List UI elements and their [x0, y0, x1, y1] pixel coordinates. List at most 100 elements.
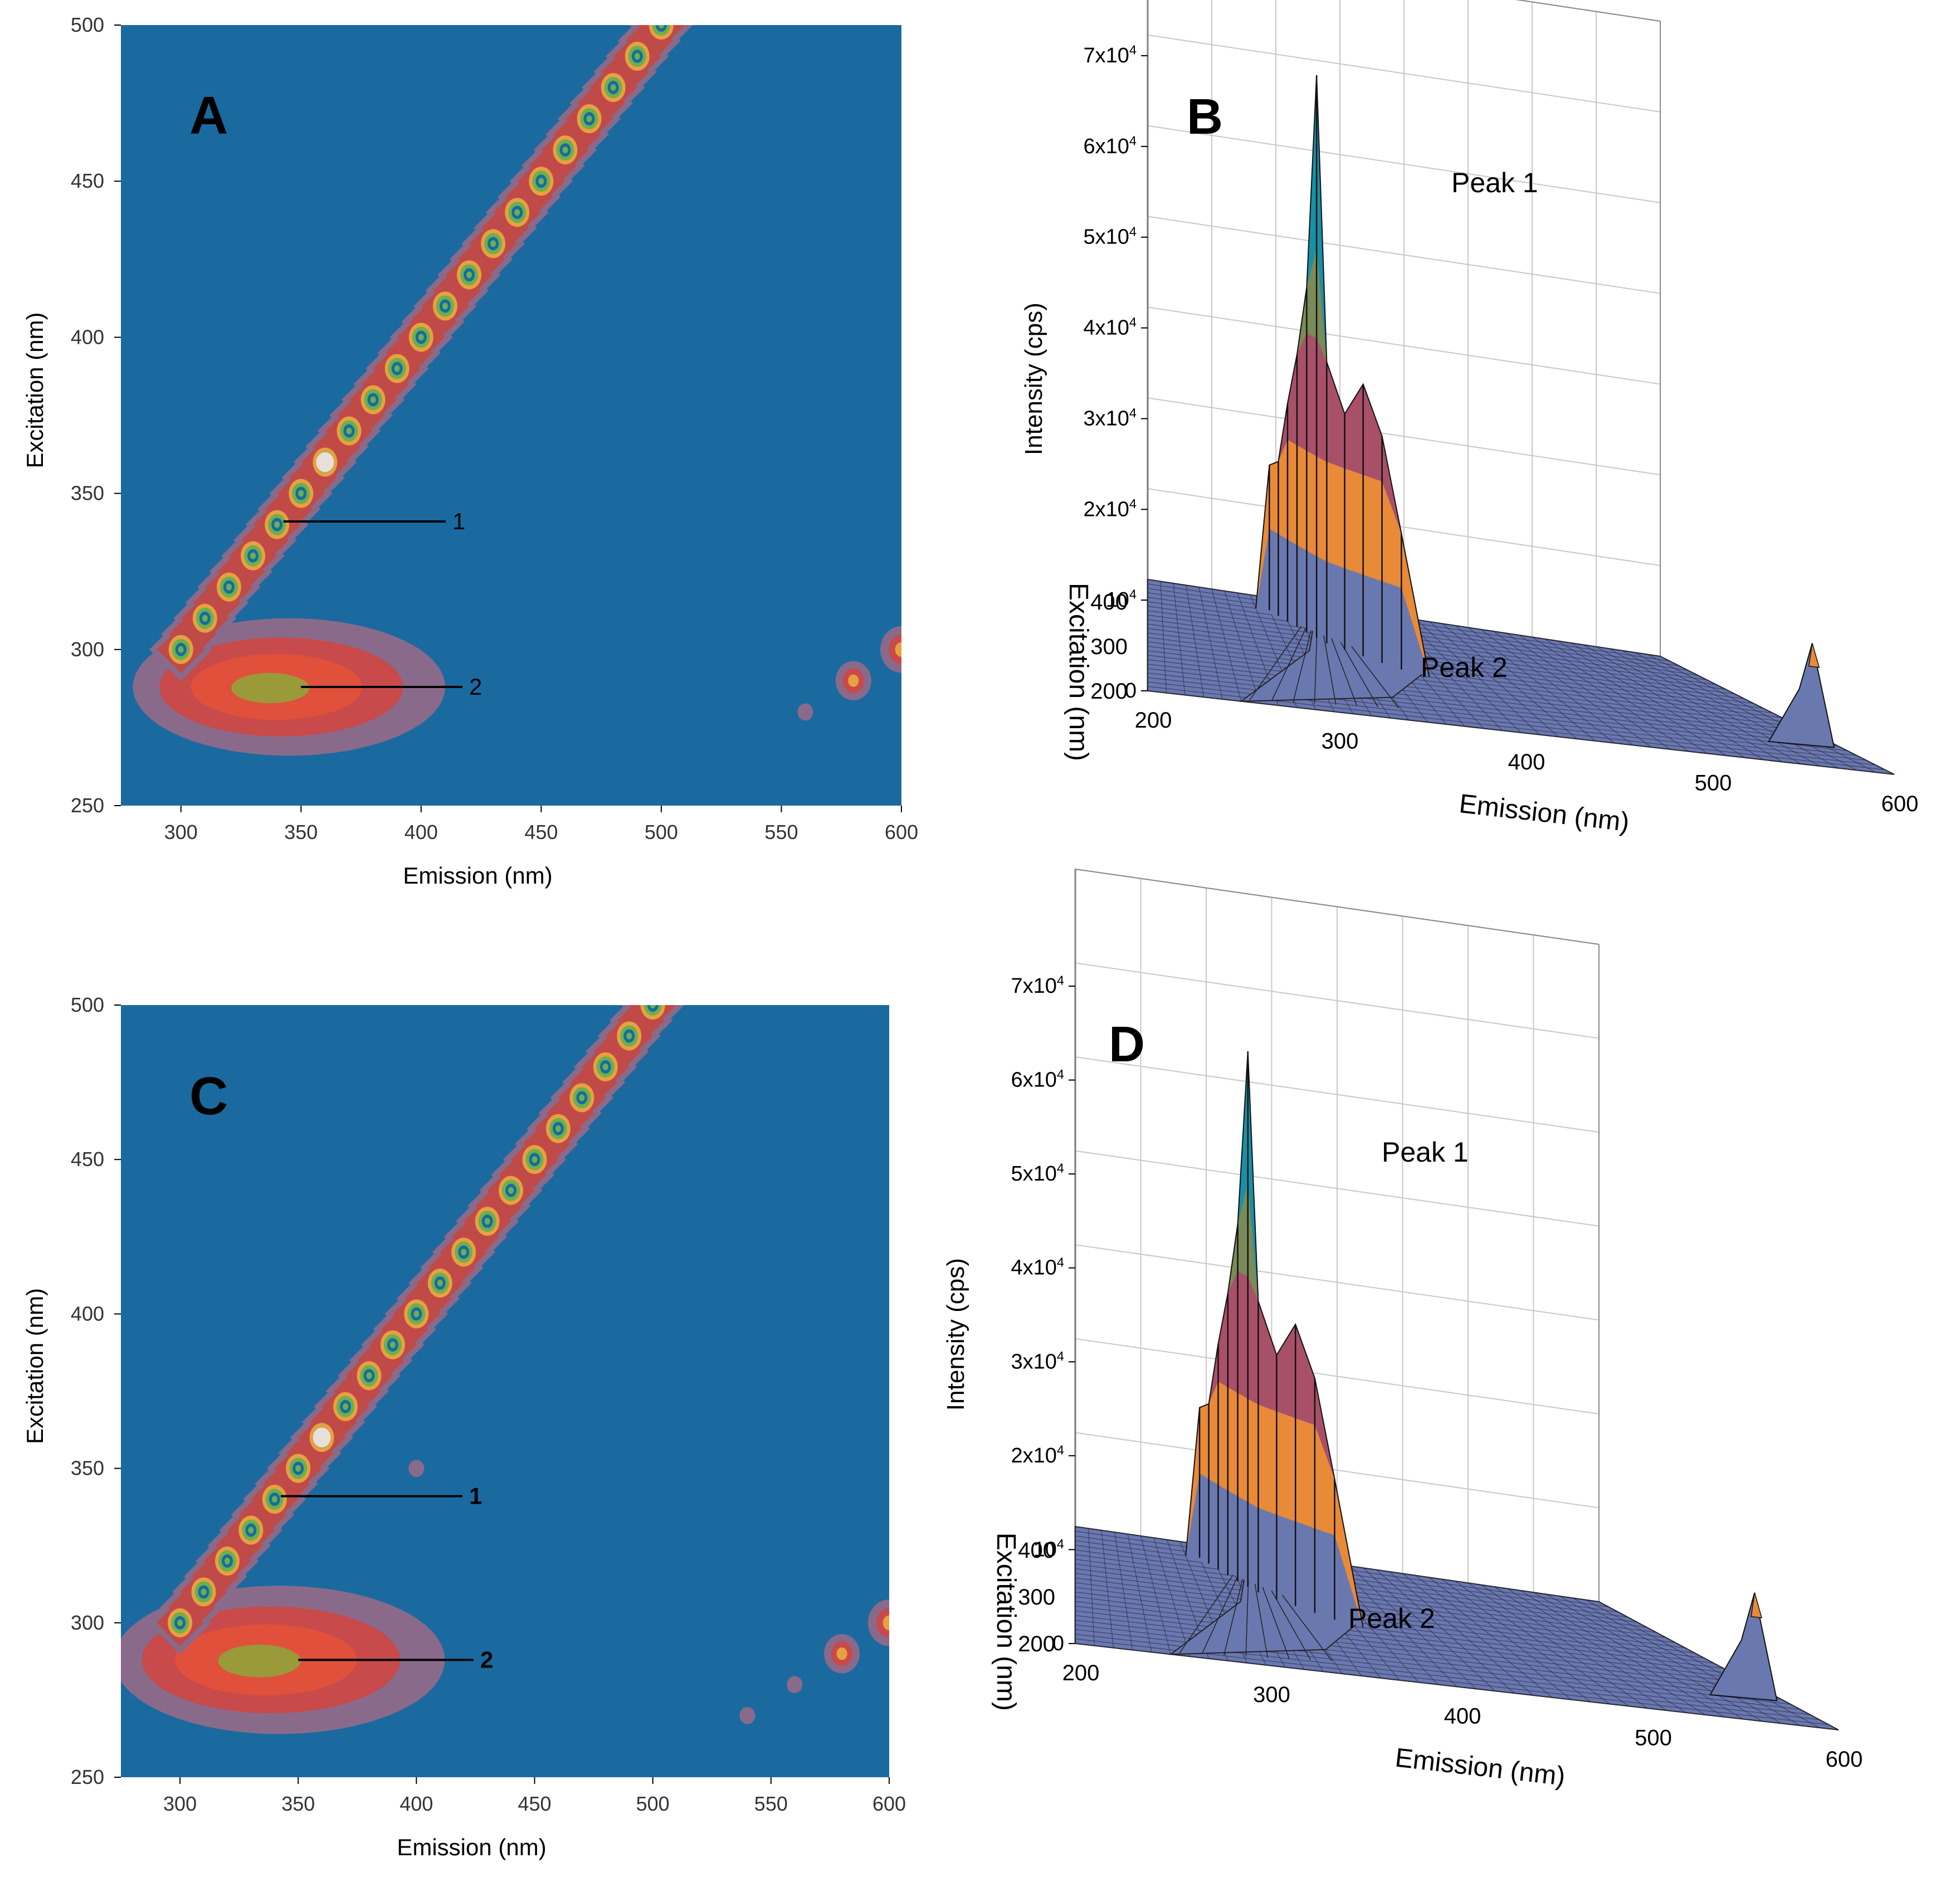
x-tick-label: 600 [1881, 792, 1919, 816]
mesh-line [1480, 629, 1634, 745]
mesh-line [1224, 591, 1260, 704]
ridge-core [508, 1187, 514, 1194]
mesh-line [1075, 1577, 1705, 1659]
ridge-max [316, 452, 334, 472]
x-tick-label: 500 [1635, 1725, 1672, 1750]
ridge-core [201, 1588, 207, 1596]
mesh-line [1147, 619, 1745, 699]
y-tick-label: 450 [71, 169, 104, 192]
x-tick-label: 450 [518, 1792, 551, 1815]
y-tick-label: 300 [71, 638, 104, 661]
mesh-line [1147, 628, 1763, 709]
mesh-line [1140, 1535, 1171, 1655]
mesh-line [1337, 1564, 1457, 1687]
x-tick-label: 300 [164, 821, 198, 843]
mesh-line [1075, 1606, 1762, 1689]
mesh-line [1660, 656, 1895, 775]
mesh-line [1075, 1559, 1666, 1638]
small-feature-core [836, 1647, 847, 1660]
panel-letter: C [189, 1066, 228, 1126]
z-tick-label: 4x104 [1011, 1255, 1064, 1279]
mesh-line [1467, 1582, 1648, 1709]
mesh-line [1455, 625, 1596, 742]
peak-label-1: 1 [469, 1483, 482, 1509]
mesh-line [1075, 1587, 1724, 1669]
x-tick-label: 400 [404, 821, 438, 843]
z-tick-label: 6x104 [1011, 1067, 1064, 1091]
x-tick-label: 350 [284, 821, 318, 843]
mesh-line [1350, 1566, 1476, 1689]
ridge-core [346, 427, 352, 435]
mesh-line [1075, 1592, 1733, 1674]
mesh-line [1506, 633, 1671, 750]
x-tick-label: 200 [1062, 1661, 1100, 1685]
y-tick-label: 300 [1018, 1585, 1055, 1610]
mesh-line [1389, 1571, 1534, 1696]
mesh-line [1075, 1545, 1637, 1623]
annotation-peak-1: Peak 1 [1382, 1137, 1469, 1168]
mesh-line [1075, 1573, 1695, 1654]
ridge-core [343, 1403, 349, 1410]
ridge-layer [1256, 528, 1430, 677]
mesh-line [1160, 581, 1167, 693]
mesh-line [1493, 631, 1652, 748]
mesh-line [1429, 621, 1559, 737]
mesh-line [1153, 1538, 1191, 1657]
mesh-line [1608, 648, 1820, 767]
y-tick-label: 300 [1090, 635, 1128, 659]
x-tick-label: 550 [754, 1792, 788, 1815]
ridge-core [178, 646, 184, 653]
y-tick-label: 200 [1018, 1632, 1055, 1656]
mesh-line [1147, 668, 1848, 752]
x-tick-label: 500 [636, 1792, 670, 1815]
mesh-line [1075, 1563, 1676, 1644]
ridge-core [271, 1496, 277, 1503]
y-axis-label: Excitation (nm) [991, 1533, 1021, 1711]
mesh-line [1494, 1586, 1686, 1713]
x-tick-label: 300 [163, 1792, 197, 1815]
mesh-line [1147, 637, 1782, 718]
ridge-core [538, 178, 544, 185]
x-tick-label: 500 [1695, 771, 1732, 796]
mesh-line [1147, 615, 1735, 695]
small-feature [787, 1676, 803, 1694]
ridge-core [226, 583, 232, 591]
mesh-line [1559, 1596, 1782, 1724]
panel-letter: B [1187, 89, 1223, 145]
ridge-core [295, 1465, 301, 1472]
x-tick-label: 600 [872, 1792, 906, 1815]
ridge-core [248, 1527, 254, 1534]
mesh-line [1147, 664, 1839, 747]
ridge-core [202, 615, 208, 622]
mesh-line [1147, 641, 1792, 723]
mesh-line [1147, 650, 1810, 733]
z-tick-label: 104 [1106, 587, 1137, 612]
x-tick-label: 400 [1444, 1704, 1481, 1729]
mesh-line [1544, 638, 1727, 756]
mesh-line [1075, 1620, 1791, 1705]
z-tick-label: 0 [1125, 679, 1137, 703]
ridge-core [626, 1032, 632, 1040]
small-peak [1768, 643, 1835, 748]
mesh-line [1147, 646, 1801, 728]
ridge-core [461, 1249, 467, 1256]
mesh-line [1533, 1592, 1744, 1720]
top-edge [1075, 869, 1600, 945]
annotation-peak-2: Peak 2 [1421, 652, 1508, 683]
z-tick-label: 6x104 [1083, 133, 1137, 158]
small-feature-core [883, 1615, 889, 1631]
mesh-line [1114, 1532, 1133, 1650]
mesh-line [1519, 635, 1689, 752]
mesh-line [1596, 646, 1801, 764]
mesh-line [1173, 583, 1186, 695]
x-tick-label: 200 [1135, 708, 1172, 733]
peak-label-1: 1 [452, 508, 465, 534]
annotation-peak-2: Peak 2 [1348, 1603, 1435, 1634]
mesh-line [1481, 1584, 1668, 1711]
x-tick-label: 400 [1508, 750, 1545, 774]
z-tick-label: 2x104 [1083, 496, 1137, 521]
small-peak [1709, 1592, 1778, 1701]
spikes [1185, 1051, 1778, 1701]
x-tick-label: 300 [1253, 1683, 1290, 1707]
